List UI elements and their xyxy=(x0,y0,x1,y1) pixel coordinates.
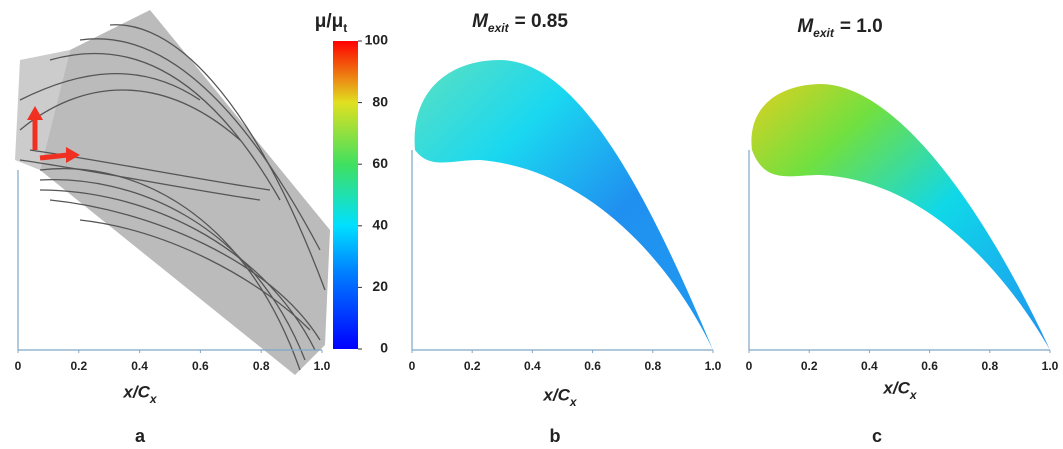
x-tick-label: 0 xyxy=(409,359,416,373)
y-tick-label: 60 xyxy=(372,155,388,171)
x-tick-label: 0.4 xyxy=(524,359,541,373)
y-tick-label: 20 xyxy=(372,278,388,294)
x-tick-label: 0.4 xyxy=(131,359,148,373)
panel-label: b xyxy=(550,426,561,446)
title-value: = 1.0 xyxy=(840,16,883,37)
x-axis-label: x/Cx xyxy=(882,378,917,402)
x-tick-label: 0 xyxy=(15,359,22,373)
x-tick-label: 0.2 xyxy=(801,359,818,373)
x-tick-label: 0.8 xyxy=(644,359,661,373)
blade-contour xyxy=(414,60,713,350)
colorbar-label: μ/μt xyxy=(315,11,348,35)
x-tick-label: 0.2 xyxy=(70,359,87,373)
subscript: x xyxy=(149,392,158,406)
blade-contour xyxy=(751,84,1050,350)
x-tick-label: 0.6 xyxy=(921,359,938,373)
y-tick-label: 40 xyxy=(372,217,388,233)
panel-label: c xyxy=(872,426,882,446)
y-tick-label: 100 xyxy=(365,32,389,48)
x-tick-label: 1.0 xyxy=(705,359,722,373)
subscript: exit xyxy=(488,21,510,35)
x-tick-label: 0.4 xyxy=(861,359,878,373)
panel-label: a xyxy=(135,426,146,446)
y-tick-label: 80 xyxy=(372,93,388,109)
chart-title: Mexit = 1.0 xyxy=(797,16,882,40)
flow-arrows xyxy=(27,106,80,163)
chart-title: Mexit = 0.85 xyxy=(472,11,568,35)
x-tick-label: 1.0 xyxy=(1042,359,1059,373)
x-tick-label: 0.6 xyxy=(584,359,601,373)
subscript: exit xyxy=(813,26,835,40)
x-axis-label: x/Cx xyxy=(122,382,157,406)
subscript: x xyxy=(909,388,918,402)
x-tick-label: 0.6 xyxy=(192,359,209,373)
x-tick-label: 1.0 xyxy=(314,359,331,373)
streamline-field xyxy=(15,10,330,375)
x-axis-label: x/Cx xyxy=(542,385,577,409)
subscript: x xyxy=(569,395,578,409)
subscript: t xyxy=(343,21,347,35)
y-tick-label: 0 xyxy=(380,340,388,356)
x-tick-label: 0.8 xyxy=(981,359,998,373)
title-value: = 0.85 xyxy=(515,11,569,32)
x-tick-label: 0.8 xyxy=(253,359,270,373)
x-tick-label: 0.2 xyxy=(464,359,481,373)
x-tick-label: 0 xyxy=(746,359,753,373)
colorbar xyxy=(333,41,358,349)
